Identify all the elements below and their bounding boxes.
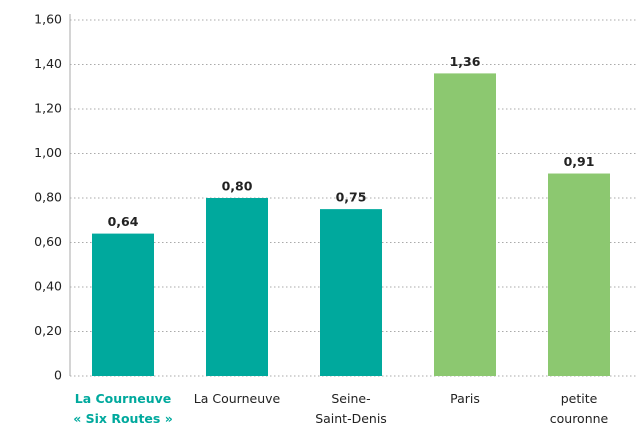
value-label: 0,80 — [222, 179, 253, 194]
y-tick-label: 1,60 — [34, 12, 62, 27]
y-tick-label: 0,20 — [34, 323, 62, 338]
value-label: 0,91 — [564, 154, 595, 169]
y-tick-label: 1,00 — [34, 145, 62, 160]
value-label: 0,64 — [108, 214, 139, 229]
bar — [320, 209, 382, 376]
y-tick-label: 0,40 — [34, 279, 62, 294]
y-tick-label: 1,20 — [34, 101, 62, 116]
x-tick-label: Seine-Saint-Denis — [315, 391, 387, 426]
y-tick-label: 0,80 — [34, 190, 62, 205]
bar — [206, 198, 268, 376]
y-tick-label: 1,40 — [34, 56, 62, 71]
x-tick-label: La Courneuve — [194, 391, 281, 406]
value-label: 0,75 — [336, 190, 367, 205]
x-tick-label: petite couronne — [550, 391, 609, 426]
bar — [92, 233, 154, 376]
bar — [548, 173, 610, 376]
x-tick-label: Paris — [450, 391, 480, 406]
bar — [434, 73, 496, 377]
y-tick-label: 0,60 — [34, 234, 62, 249]
value-label: 1,36 — [450, 54, 481, 69]
y-tick-label: 0 — [54, 368, 62, 383]
x-tick-label: La Courneuve « Six Routes » — [73, 391, 173, 426]
